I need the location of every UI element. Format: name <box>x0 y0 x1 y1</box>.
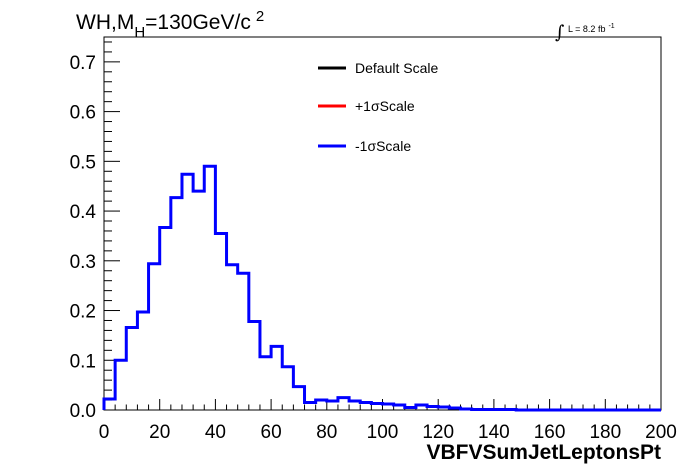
x-tick-label: 140 <box>478 422 510 443</box>
legend-label-default: Default Scale <box>355 60 438 76</box>
legend: Default Scale +1σScale -1σScale <box>318 60 438 154</box>
x-tick-label: 180 <box>589 422 621 443</box>
lumi-text: L = 8.2 fb <box>568 24 605 34</box>
y-tick-label: 0.0 <box>70 401 96 422</box>
y-tick-label: 0.2 <box>70 302 96 323</box>
x-tick-label: 200 <box>645 422 677 443</box>
series-0-step-line <box>102 164 661 412</box>
lumi-label: L = 8.2 fb -1 <box>568 23 615 34</box>
y-tick-label: 0.6 <box>70 103 96 124</box>
x-axis-ticks <box>103 399 662 410</box>
x-tick-label: 80 <box>316 422 337 443</box>
series-layer <box>102 164 661 412</box>
y-axis-ticks <box>104 41 120 411</box>
lumi-integral-symbol: ∫ <box>555 22 565 43</box>
legend-label-minus: -1σScale <box>355 138 411 154</box>
lumi-superscript: -1 <box>608 23 614 30</box>
chart-title-superscript: 2 <box>256 8 264 25</box>
x-tick-label: 60 <box>261 422 282 443</box>
x-tick-label: 20 <box>149 422 170 443</box>
x-tick-label: 120 <box>422 422 454 443</box>
x-tick-label: 100 <box>367 422 399 443</box>
legend-label-plus: +1σScale <box>355 98 415 114</box>
chart-title-rest: =130GeV/c <box>145 11 251 34</box>
chart-title-subscript: H <box>134 24 145 41</box>
y-tick-label: 0.4 <box>70 202 97 223</box>
y-axis-tick-labels: 0.0 0.1 0.2 0.3 0.4 0.5 0.6 0.7 <box>70 53 97 422</box>
chart-title-main: WH,M <box>76 11 134 34</box>
y-tick-label: 0.7 <box>70 53 96 74</box>
y-tick-label: 0.3 <box>70 252 96 273</box>
chart-title: WH,MH=130GeV/c 2 <box>76 8 264 41</box>
x-tick-label: 40 <box>205 422 226 443</box>
x-axis-tick-labels: 0 20 40 60 80 100 120 140 160 180 200 <box>99 422 677 443</box>
y-tick-label: 0.1 <box>70 351 96 372</box>
x-tick-label: 160 <box>534 422 566 443</box>
plot-frame <box>103 36 662 411</box>
y-tick-label: 0.5 <box>70 152 96 173</box>
x-tick-label: 0 <box>99 422 110 443</box>
x-axis-title: VBFVSumJetLeptonsPt <box>426 441 661 464</box>
